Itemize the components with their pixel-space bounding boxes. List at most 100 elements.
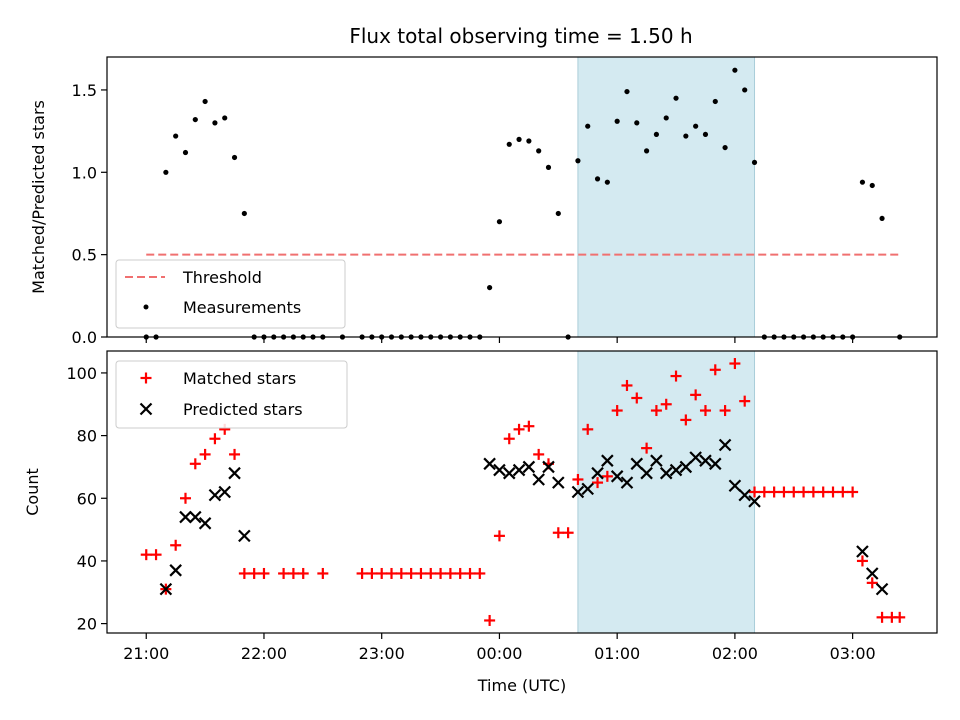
matched-star-point xyxy=(248,567,260,579)
matched-star-point xyxy=(533,448,545,460)
matched-star-point xyxy=(847,486,859,498)
matched-star-point xyxy=(592,477,604,489)
matched-star-point xyxy=(699,405,711,417)
measurement-point xyxy=(516,136,522,142)
matched-star-point xyxy=(386,567,398,579)
predicted-star-point xyxy=(640,466,653,480)
legend-measurements-swatch xyxy=(143,304,149,310)
matched-star-point xyxy=(170,539,182,551)
measurement-point xyxy=(879,215,885,222)
predicted-star-point xyxy=(718,438,732,452)
matched-star-point xyxy=(229,448,241,460)
legend-measurements-label: Measurements xyxy=(183,298,301,317)
predicted-star-point xyxy=(728,479,742,493)
predicted-star-point xyxy=(208,488,222,502)
matched-star-point xyxy=(552,527,564,539)
predicted-star-point xyxy=(522,460,536,474)
matched-star-point xyxy=(856,555,868,567)
matched-star-point xyxy=(621,379,633,391)
predicted-star-point xyxy=(581,482,595,496)
predicted-star-point xyxy=(591,466,604,480)
measurement-point xyxy=(202,98,208,105)
measurement-point xyxy=(643,148,650,154)
matched-star-point xyxy=(729,358,741,370)
measurement-point xyxy=(722,144,728,151)
legend-matched-label: Matched stars xyxy=(183,369,296,388)
measurement-point xyxy=(163,169,169,175)
measurement-point xyxy=(614,118,620,124)
predicted-star-point xyxy=(679,460,693,474)
bottom-ytick-label: 100 xyxy=(66,364,97,383)
matched-star-point xyxy=(894,611,906,623)
bottom-xtick-label: 01:00 xyxy=(594,644,640,663)
predicted-star-point xyxy=(169,564,182,577)
legend-predicted-swatch xyxy=(139,402,153,416)
predicted-star-point xyxy=(708,457,722,471)
matched-star-point xyxy=(395,567,407,579)
predicted-star-point xyxy=(630,457,644,471)
x-axis-label: Time (UTC) xyxy=(477,676,566,695)
matched-star-point xyxy=(464,567,476,579)
legend-predicted-label: Predicted stars xyxy=(183,400,303,419)
top-x-ticks xyxy=(145,337,854,343)
matched-star-point xyxy=(709,364,721,376)
predicted-star-point xyxy=(483,457,496,471)
matched-star-point xyxy=(503,433,515,445)
predicted-star-point xyxy=(659,466,673,480)
measurement-point xyxy=(496,219,503,225)
measurement-point xyxy=(173,133,179,139)
predicted-star-point xyxy=(542,460,555,474)
matched-star-point xyxy=(660,398,672,410)
measurement-point xyxy=(526,138,532,144)
matched-star-point xyxy=(582,423,594,435)
top-ytick-label: 0.5 xyxy=(72,246,97,265)
predicted-star-point xyxy=(512,463,526,477)
top-ytick-label: 0.0 xyxy=(72,328,97,347)
predicted-star-point xyxy=(865,567,879,580)
bottom-xtick-label: 22:00 xyxy=(241,644,287,663)
matched-star-point xyxy=(278,567,290,579)
matched-star-point xyxy=(798,486,810,498)
matched-star-point xyxy=(778,486,790,498)
matched-star-point xyxy=(238,567,250,579)
matched-star-point xyxy=(405,567,417,579)
bottom-ytick-label: 40 xyxy=(77,552,97,571)
bottom-xtick-label: 23:00 xyxy=(359,644,405,663)
matched-star-point xyxy=(366,567,378,579)
measurement-point xyxy=(859,179,866,185)
matched-star-point xyxy=(827,486,839,498)
measurement-point xyxy=(536,148,542,154)
predicted-star-point xyxy=(610,470,624,483)
measurement-point xyxy=(555,210,561,217)
predicted-star-point xyxy=(669,463,683,477)
matched-star-point xyxy=(611,405,623,417)
matched-star-point xyxy=(484,614,496,626)
top-y-axis-label: Matched/Predicted stars xyxy=(29,100,48,294)
measurement-point xyxy=(624,88,630,95)
top-y-ticks: 0.0 0.5 1.0 1.5 xyxy=(72,81,107,347)
matched-star-point xyxy=(209,433,221,445)
chart-title: Flux total observing time = 1.50 h xyxy=(349,24,692,48)
measurement-point xyxy=(585,123,591,129)
measurement-point xyxy=(182,149,189,156)
matched-star-point xyxy=(474,567,486,579)
matched-star-point xyxy=(562,527,574,539)
measurement-point xyxy=(732,67,738,73)
measurement-point xyxy=(604,179,610,185)
matched-star-point xyxy=(817,486,829,498)
matched-star-point xyxy=(650,405,662,417)
measurement-point xyxy=(869,182,875,189)
matched-star-point xyxy=(435,567,447,579)
measurement-point xyxy=(712,98,718,105)
matched-star-point xyxy=(317,567,329,579)
predicted-star-point xyxy=(571,485,585,499)
matched-star-point xyxy=(680,414,692,426)
predicted-star-point xyxy=(875,582,889,596)
measurement-point xyxy=(545,164,552,170)
predicted-star-point xyxy=(532,473,545,486)
predicted-stars-points xyxy=(159,438,889,596)
measurement-point xyxy=(663,115,669,121)
matched-star-point xyxy=(749,486,761,498)
matched-star-point xyxy=(179,492,191,504)
matched-star-point xyxy=(356,567,368,579)
